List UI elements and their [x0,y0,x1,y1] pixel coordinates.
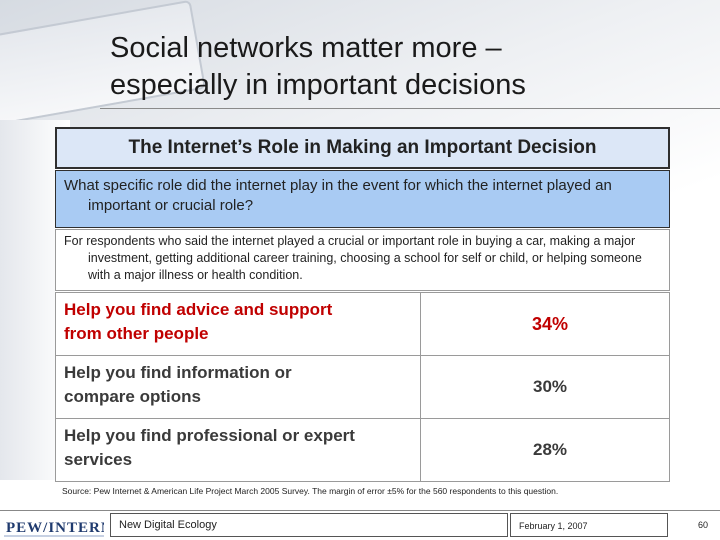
logo-text: PEW/INTERNET [6,520,104,536]
answer-label: Help you find professional or expert ser… [55,418,421,482]
presentation-date: February 1, 2007 [510,513,668,537]
box-title: The Internet’s Role in Making an Importa… [55,127,670,169]
answer-value: 34% [420,292,670,356]
answer-value: 30% [420,355,670,419]
answer-label-line: Help you find advice and support [64,300,333,319]
slide-title: Social networks matter more – especially… [110,30,670,104]
respondents-note: For respondents who said the internet pl… [55,229,670,291]
table-row: Help you find information or compare opt… [55,355,670,419]
respondents-text: For respondents who said the internet pl… [64,234,642,282]
answer-label-line: from other people [64,324,209,343]
answer-label: Help you find advice and support from ot… [55,292,421,356]
presentation-name: New Digital Ecology [110,513,508,537]
source-note: Source: Pew Internet & American Life Pro… [62,486,559,496]
slide-title-line: Social networks matter more – [110,32,502,64]
question-text: What specific role did the internet play… [64,177,612,214]
answer-label-line: services [64,450,133,469]
answer-label-line: Help you find information or [64,363,292,382]
question-box: What specific role did the internet play… [55,170,670,228]
table-row: Help you find advice and support from ot… [55,292,670,356]
answer-label-line: compare options [64,387,201,406]
answer-label-line: Help you find professional or expert [64,426,355,445]
slide-title-line: especially in important decisions [110,69,526,101]
pew-internet-logo: PEW/INTERNET [4,514,134,538]
answer-value: 28% [420,418,670,482]
answers-table: Help you find advice and support from ot… [55,292,670,482]
page-number: 60 [668,513,718,537]
title-divider [100,108,720,109]
answer-label: Help you find information or compare opt… [55,355,421,419]
table-row: Help you find professional or expert ser… [55,418,670,482]
